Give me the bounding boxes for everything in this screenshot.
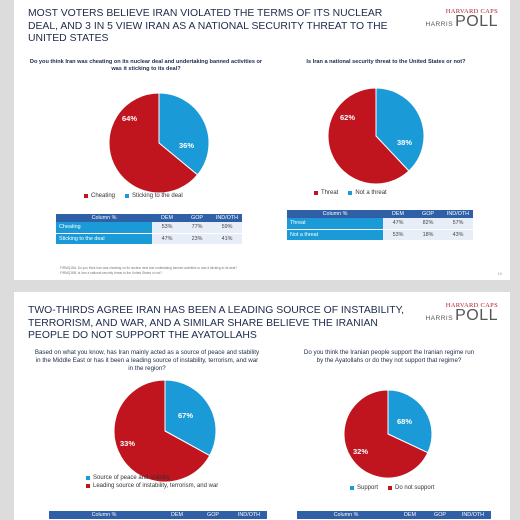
table-row: Sticking to the deal 47% 23% 41% (56, 233, 242, 245)
slide-2: TWO-THIRDS AGREE IRAN HAS BEEN A LEADING… (14, 292, 510, 520)
chart-2-legend: Threat Not a threat (314, 190, 397, 198)
slide-2-title: TWO-THIRDS AGREE IRAN HAS BEEN A LEADING… (28, 305, 405, 342)
chart-2-question: Is Iran a national security threat to th… (306, 59, 466, 65)
chart-1-table: Column % DEM GOP IND/OTH Cheating 53% 77% 59% … (56, 214, 242, 245)
chart-2-label-not-threat: 38% (397, 138, 413, 147)
chart-3-legend: Source of peace and stability Leading so… (86, 475, 228, 491)
legend-item-instability: Leading source of instability, terrorism… (86, 483, 218, 489)
chart-2-label-threat: 62% (340, 113, 356, 122)
pie-slice-threat (327, 87, 410, 185)
pie-slice-support (387, 389, 433, 454)
chart-2-table: Column % DEM GOP IND/OTH Threat 47% 82% 57% No… (287, 210, 473, 241)
chart-3-pie (113, 379, 217, 483)
chart-1-label-sticking: 36% (179, 141, 195, 150)
chart-4-pie (343, 389, 433, 479)
chart-2-pie (327, 87, 425, 185)
pie-slice-source-of-peace-and-stability (164, 379, 217, 457)
harvard-caps-harris-poll-logo: HARVARD CAPS HARRIS POLL (425, 8, 498, 30)
legend-item-not-threat: Not a threat (348, 190, 387, 196)
chart-1-pie (108, 92, 210, 194)
chart-4-table: Column % DEM GOP IND/OTH (297, 511, 491, 519)
slide-1: MOST VOTERS BELIEVE IRAN VIOLATED THE TE… (14, 0, 510, 280)
pie-slice-do-not-support (343, 389, 429, 479)
legend-item-cheating: Cheating (84, 193, 115, 199)
footnote-2: FIRMQ18B: Is Iran a national security th… (60, 271, 162, 275)
legend-item-peace: Source of peace and stability (86, 475, 218, 481)
legend-item-threat: Threat (314, 190, 338, 196)
legend-item-support: Support (350, 485, 378, 491)
chart-4-question: Do you think the Iranian people support … (303, 349, 475, 364)
legend-item-sticking: Sticking to the deal (125, 193, 183, 199)
chart-1-question: Do you think Iran was cheating on its nu… (29, 59, 263, 72)
table-row: Threat 47% 82% 57% (287, 218, 473, 230)
slide-1-title: MOST VOTERS BELIEVE IRAN VIOLATED THE TE… (28, 8, 388, 45)
legend-item-do-not-support: Do not support (388, 485, 434, 491)
pie-slice-leading-source-of-instability-terrorism-and-war (113, 379, 211, 483)
chart-3-label-instability: 67% (178, 411, 194, 420)
pie-slice-not-a-threat (375, 87, 425, 172)
chart-4-legend: Support Do not support (350, 485, 444, 493)
chart-1-legend: Cheating Sticking to the deal (84, 193, 193, 201)
chart-4-label-support: 32% (353, 447, 369, 456)
pie-slice-cheating (108, 92, 199, 194)
footnote-1: FIRMQ18A: Do you think Iran was cheating… (60, 266, 238, 270)
chart-3-question: Based on what you know, has Iran mainly … (34, 349, 260, 372)
page-number: 10 (497, 271, 502, 276)
pie-slice-sticking-to-the-deal (158, 92, 210, 176)
chart-3-label-peace: 33% (120, 439, 136, 448)
table-row: Cheating 53% 77% 59% (56, 222, 242, 234)
harvard-caps-harris-poll-logo: HARVARD CAPS HARRIS POLL (425, 302, 498, 324)
chart-3-table: Column % DEM GOP IND/OTH (49, 511, 267, 519)
chart-1-label-cheating: 64% (122, 114, 138, 123)
table-row: Not a threat 53% 18% 43% (287, 229, 473, 241)
chart-4-label-do-not-support: 68% (397, 417, 413, 426)
